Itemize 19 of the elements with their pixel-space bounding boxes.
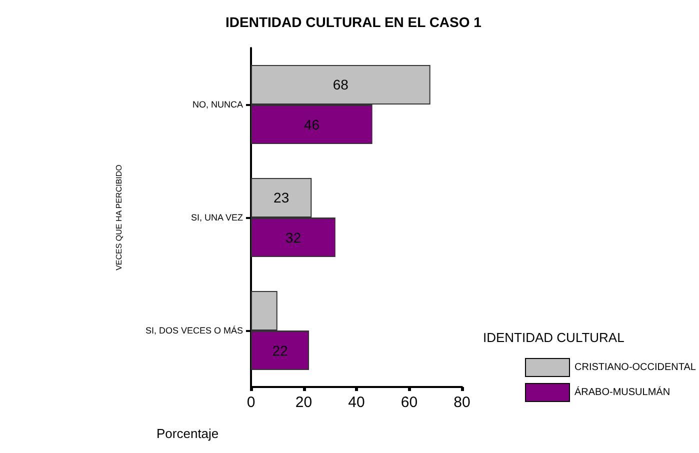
data-label: 46 (304, 116, 320, 132)
y-axis-title: VECES QUE HA PERCIBIDO (114, 164, 124, 270)
y-tick-label: SI, DOS VECES O MÁS (145, 326, 243, 336)
data-label: 23 (274, 190, 290, 206)
x-tick-label: 80 (454, 394, 470, 411)
y-tick-label: SI, UNA VEZ (190, 212, 244, 222)
legend-label: CRISTIANO-OCCIDENTAL (574, 362, 696, 373)
y-tick-label: NO, NUNCA (192, 100, 243, 110)
x-tick-label: 0 (246, 394, 256, 411)
chart-title: IDENTIDAD CULTURAL EN EL CASO 1 (226, 14, 482, 30)
data-label: 32 (285, 229, 302, 246)
x-axis-title: Porcentaje (156, 426, 219, 441)
x-tick-label: 20 (295, 394, 312, 411)
data-label: 68 (332, 76, 349, 93)
legend-label: ÁRABO-MUSULMÁN (574, 386, 670, 398)
legend-title: IDENTIDAD CULTURAL (483, 330, 624, 345)
x-tick-label: 60 (400, 394, 418, 411)
data-label: 22 (272, 342, 288, 358)
x-tick-label: 40 (348, 394, 365, 411)
